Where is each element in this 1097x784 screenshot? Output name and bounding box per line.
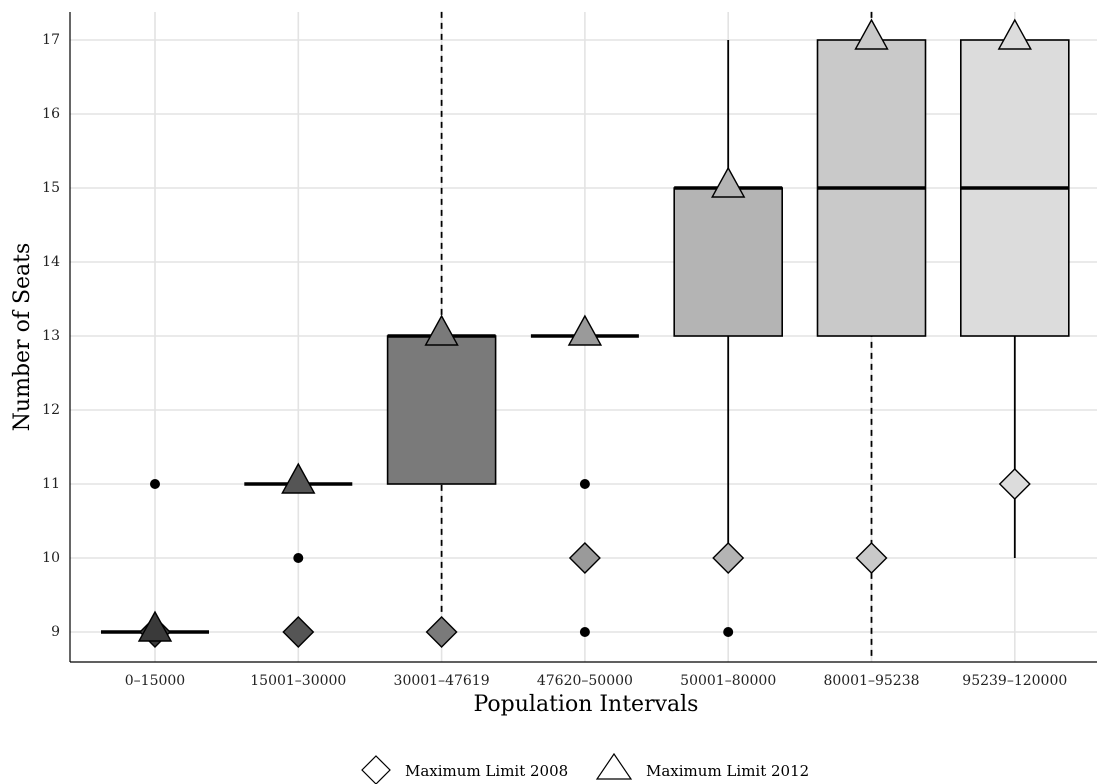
outlier-point-4-0 [723,627,734,637]
x-tick-label-0: 0–15000 [125,673,185,689]
outlier-point-3-2 [579,479,590,489]
outlier-point-3-0 [579,627,590,637]
triangle-marker-1 [281,462,316,494]
y-axis-title: Number of Seats [10,243,35,432]
diamond-marker-5 [855,542,888,574]
diamond-marker-1 [282,616,315,648]
legend-label-2008: Maximum Limit 2008 [405,762,568,780]
y-tick-label-13: 13 [42,328,60,344]
triangle-marker-6 [997,18,1032,50]
box-2 [386,335,497,485]
diamond-marker-6 [998,468,1031,500]
y-tick-label-15: 15 [42,180,60,196]
x-tick-label-5: 80001–95238 [823,673,919,689]
x-axis-title: Population Intervals [474,692,699,717]
triangle-marker-2 [424,314,459,346]
x-tick-label-3: 47620–50000 [537,673,633,689]
outlier-point-1-1 [293,553,304,563]
x-tick-label-6: 95239–120000 [962,673,1067,689]
legend-triangle-icon [595,752,633,780]
legend-diamond-icon [361,755,391,784]
diamond-marker-4 [712,542,745,574]
x-tick-label-4: 50001–80000 [680,673,776,689]
x-tick-label-1: 15001–30000 [250,673,346,689]
triangle-marker-5 [854,18,889,50]
boxes [101,39,1070,634]
diamond-marker-2 [425,616,458,648]
y-tick-label-14: 14 [42,254,60,270]
legend-label-2012: Maximum Limit 2012 [646,762,809,780]
x-tick-label-2: 30001–47619 [394,673,490,689]
diamond-marker-3 [568,542,601,574]
y-tick-label-16: 16 [42,106,60,122]
legend: Maximum Limit 2008 Maximum Limit 2012 [361,752,809,784]
x-tick-labels: 0–15000 15001–30000 30001–47619 47620–50000… [125,673,1068,689]
triangle-marker-0 [137,610,173,642]
triangle-marker-4 [711,166,746,198]
y-tick-labels: 9 10 11 12 13 14 15 16 17 [42,32,60,640]
outlier-point-0-0 [150,479,160,489]
y-tick-label-10: 10 [42,550,60,566]
series-maximum-limit-2012 [137,18,1032,642]
axes [69,12,1097,663]
triangle-marker-3 [567,314,603,346]
y-tick-label-9: 9 [51,624,60,640]
y-tick-label-17: 17 [42,32,60,48]
box-4 [673,187,784,337]
y-tick-label-11: 11 [42,476,60,492]
y-tick-label-12: 12 [42,402,60,418]
